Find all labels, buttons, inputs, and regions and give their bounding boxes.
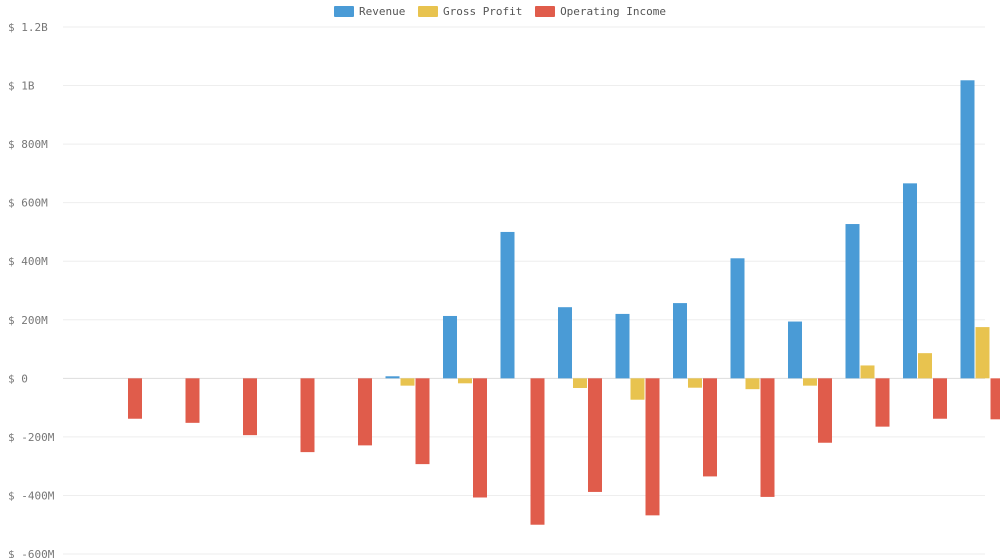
bar-revenue[interactable]	[615, 313, 630, 379]
bar-operating-income[interactable]	[933, 378, 947, 419]
bar-revenue[interactable]	[845, 224, 860, 379]
y-tick-label: $ -200M	[8, 431, 55, 444]
bar-revenue[interactable]	[385, 376, 400, 379]
bar-operating-income[interactable]	[300, 378, 315, 453]
bar-revenue[interactable]	[558, 307, 572, 379]
bar-gross-profit[interactable]	[860, 365, 875, 379]
bar-gross-profit[interactable]	[573, 378, 587, 388]
bar-operating-income[interactable]	[588, 378, 602, 492]
bar-revenue[interactable]	[903, 183, 917, 379]
bar-revenue[interactable]	[500, 231, 515, 379]
legend-swatch-gross-profit	[417, 6, 438, 17]
bar-operating-income[interactable]	[415, 378, 430, 465]
chart-legend: Revenue Gross Profit Operating Income	[0, 5, 1000, 20]
bar-operating-income[interactable]	[243, 378, 257, 436]
bar-operating-income[interactable]	[645, 378, 660, 516]
y-tick-label: $ -600M	[8, 548, 55, 558]
bar-operating-income[interactable]	[358, 378, 372, 446]
bar-revenue[interactable]	[673, 303, 687, 379]
legend-swatch-operating-income	[535, 6, 556, 17]
bar-revenue[interactable]	[443, 315, 457, 379]
bar-gross-profit[interactable]	[688, 378, 702, 388]
y-tick-label: $ 1.2B	[8, 21, 48, 34]
legend-label-revenue: Revenue	[358, 5, 406, 18]
y-tick-label: $ 200M	[8, 314, 48, 327]
bar-gross-profit[interactable]	[803, 378, 817, 386]
bar-operating-income[interactable]	[473, 378, 487, 498]
y-tick-label: $ 800M	[8, 138, 48, 151]
y-tick-label: $ 1B	[8, 80, 35, 93]
bar-gross-profit[interactable]	[400, 378, 415, 386]
y-tick-label: $ 0	[8, 372, 28, 385]
bar-revenue[interactable]	[788, 321, 802, 379]
legend-item-operating-income[interactable]: Operating Income	[535, 5, 666, 18]
bar-operating-income[interactable]	[990, 378, 1000, 420]
y-tick-label: $ 600M	[8, 197, 48, 210]
bar-gross-profit[interactable]	[918, 353, 932, 379]
bar-operating-income[interactable]	[818, 378, 832, 443]
y-tick-label: $ -400M	[8, 489, 55, 502]
bar-revenue[interactable]	[730, 258, 745, 379]
legend-item-revenue[interactable]: Revenue	[333, 5, 406, 18]
legend-label-gross-profit: Gross Profit	[442, 5, 523, 18]
bar-operating-income[interactable]	[128, 378, 142, 419]
legend-label-operating-income: Operating Income	[560, 5, 667, 18]
bar-gross-profit[interactable]	[975, 327, 990, 379]
bar-operating-income[interactable]	[703, 378, 717, 477]
bar-operating-income[interactable]	[185, 378, 200, 423]
bar-gross-profit[interactable]	[458, 378, 472, 384]
bar-operating-income[interactable]	[530, 378, 545, 525]
y-tick-label: $ 400M	[8, 255, 48, 268]
bar-operating-income[interactable]	[760, 378, 775, 497]
bar-gross-profit[interactable]	[745, 378, 760, 390]
bar-gross-profit[interactable]	[630, 378, 645, 400]
bar-revenue[interactable]	[960, 80, 975, 379]
bar-operating-income[interactable]	[875, 378, 890, 427]
legend-swatch-revenue	[333, 6, 354, 17]
legend-item-gross-profit[interactable]: Gross Profit	[417, 5, 523, 18]
